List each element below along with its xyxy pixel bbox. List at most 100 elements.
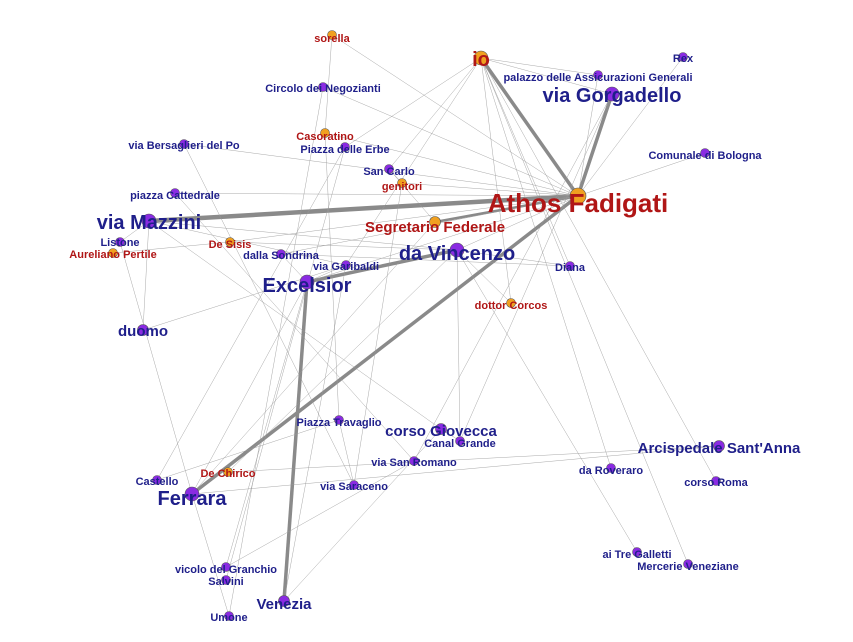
edge-athos-io: [479, 56, 580, 198]
edge-io-piazzaerbe: [344, 57, 482, 148]
node-venezia[interactable]: [278, 595, 290, 607]
node-aureliano[interactable]: [108, 248, 118, 258]
node-dottor[interactable]: [506, 298, 516, 308]
node-ferrara[interactable]: [184, 486, 200, 502]
node-segretario[interactable]: [429, 216, 441, 228]
edge-io-roveraro: [480, 57, 612, 469]
node-saraceno[interactable]: [349, 480, 359, 490]
node-label-davincenzo: da Vincenzo: [399, 243, 515, 265]
edge-garibaldi-venezia: [283, 264, 347, 602]
node-label-circolo: Circolo dei Negozianti: [265, 83, 381, 95]
node-label-aureliano: Aureliano Pertile: [69, 249, 156, 261]
node-canalgrande[interactable]: [455, 436, 465, 446]
node-circolo[interactable]: [318, 82, 328, 92]
edge-io-palazzo: [480, 57, 599, 76]
node-rex[interactable]: [678, 52, 688, 62]
node-tregalletti[interactable]: [632, 547, 642, 557]
node-label-cattedrale: piazza Cattedrale: [130, 190, 220, 202]
edge-athos-comunale: [577, 152, 706, 197]
node-giovecca[interactable]: [435, 423, 447, 435]
edges-layer: [112, 34, 720, 617]
node-label-viagorgadello: via Gorgadello: [543, 85, 682, 107]
node-viagorgadello[interactable]: [604, 86, 620, 102]
edge-io-diana: [480, 57, 571, 267]
edge-sondrina-diana: [280, 253, 571, 267]
node-roveraro[interactable]: [606, 463, 616, 473]
node-label-canalgrande: Canal Grande: [424, 438, 496, 450]
edge-excelsior-venezia: [282, 281, 309, 602]
node-label-sancarlo: San Carlo: [363, 166, 415, 178]
edge-mazzini-duomo: [142, 220, 150, 331]
edge-io-sancarlo: [388, 57, 482, 170]
edge-listone-ferrara: [119, 241, 193, 495]
node-davincenzo[interactable]: [449, 242, 465, 258]
node-mercerie[interactable]: [683, 559, 693, 569]
edge-athos-casoratino: [324, 132, 579, 197]
edge-circolo-umone: [228, 86, 324, 617]
node-corsoroma[interactable]: [711, 476, 721, 486]
node-label-tregalletti: ai Tre Galletti: [602, 549, 671, 561]
node-palazzo[interactable]: [593, 70, 603, 80]
node-dechirico[interactable]: [223, 467, 233, 477]
edge-arcispedale-dechirico: [227, 445, 720, 473]
node-excelsior[interactable]: [299, 274, 315, 290]
node-genitori[interactable]: [397, 178, 407, 188]
node-granchio[interactable]: [221, 562, 231, 572]
node-bersaglieri[interactable]: [179, 139, 189, 149]
node-duomo[interactable]: [137, 324, 149, 336]
edge-piazzaerbe-salvini: [225, 146, 346, 581]
node-label-dedisis: De Sisis: [209, 239, 252, 251]
node-label-granchio: vicolo del Granchio: [175, 564, 277, 576]
node-sanromano[interactable]: [409, 456, 419, 466]
node-sancarlo[interactable]: [384, 164, 394, 174]
node-listone[interactable]: [115, 237, 125, 247]
edge-cattedrale-sanromano: [174, 192, 415, 462]
node-label-listone: Listone: [100, 237, 139, 249]
edge-io-garibaldi: [345, 57, 482, 266]
node-label-sondrina: dalla Sondrina: [243, 250, 320, 262]
node-sorella[interactable]: [327, 30, 337, 40]
node-label-rex: Rex: [673, 53, 694, 65]
node-mazzini[interactable]: [141, 213, 157, 229]
edge-arcispedale-ferrara: [191, 445, 720, 495]
node-piazzaerbe[interactable]: [340, 142, 350, 152]
edge-viagorgadello-sanromano: [413, 93, 613, 462]
edge-davincenzo-diana: [456, 249, 571, 267]
node-athos[interactable]: [569, 187, 587, 205]
edge-mazzini-davincenzo: [148, 220, 458, 251]
node-label-giovecca: corso Giovecca: [385, 423, 497, 440]
node-castello[interactable]: [152, 475, 162, 485]
node-label-segretario: Segretario Federale: [365, 219, 505, 236]
edge-athos-rex: [577, 56, 684, 197]
node-label-umone: Umone: [210, 612, 247, 624]
node-label-sanromano: via San Romano: [371, 457, 457, 469]
edge-athos-circolo: [322, 86, 579, 197]
edge-sanromano-granchio: [225, 460, 415, 568]
node-io[interactable]: [473, 50, 489, 66]
edge-io-viagorgadello: [480, 57, 613, 95]
node-sondrina[interactable]: [276, 249, 286, 259]
node-label-corsoroma: corso Roma: [684, 477, 748, 489]
node-label-dottor: dottor Corcos: [475, 300, 548, 312]
edge-io-corsoroma: [480, 57, 717, 482]
edge-athos-viagorgadello: [576, 93, 614, 197]
node-label-arcispedale: Arcispedale Sant'Anna: [638, 440, 801, 457]
edge-mazzini-garibaldi: [148, 220, 347, 266]
node-garibaldi[interactable]: [341, 260, 351, 270]
node-umone[interactable]: [224, 611, 234, 621]
node-comunale[interactable]: [700, 148, 710, 158]
nodes-layer: [108, 30, 725, 621]
node-arcispedale[interactable]: [713, 440, 725, 452]
edge-piazzaerbe-castello: [156, 146, 346, 481]
node-salvini[interactable]: [221, 575, 231, 585]
node-casoratino[interactable]: [320, 128, 330, 138]
node-label-saraceno: via Saraceno: [320, 481, 388, 493]
node-label-garibaldi: via Garibaldi: [313, 261, 379, 273]
edge-excelsior-ferrara: [191, 281, 308, 495]
edge-segretario-sancarlo: [388, 168, 436, 223]
node-dedisis[interactable]: [225, 237, 235, 247]
node-piazzatravaglio[interactable]: [334, 415, 344, 425]
node-cattedrale[interactable]: [170, 188, 180, 198]
node-diana[interactable]: [565, 261, 575, 271]
